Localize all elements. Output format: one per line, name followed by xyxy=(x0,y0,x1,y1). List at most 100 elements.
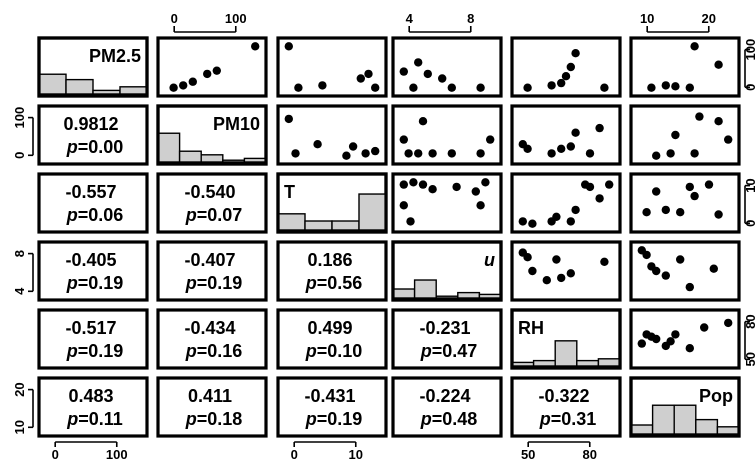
histogram-bar xyxy=(716,426,740,435)
p-value: p=0.07 xyxy=(185,205,243,225)
right-axis-rh: 50 80 xyxy=(743,314,755,366)
tick-label: 20 xyxy=(702,11,716,26)
p-value: p=0.11 xyxy=(66,409,123,429)
histogram-bar xyxy=(65,78,94,95)
scatter-point xyxy=(566,62,575,72)
scatter-point xyxy=(447,83,456,92)
panel-frame xyxy=(37,172,149,234)
panel-frame xyxy=(391,308,503,370)
scatter-point xyxy=(404,149,413,158)
tick-label: 10 xyxy=(349,447,363,459)
scatter-point xyxy=(637,339,646,348)
scatter-point xyxy=(666,337,675,346)
scatter-point xyxy=(294,83,303,92)
tick-label: 80 xyxy=(743,314,755,328)
tick-label: 20 xyxy=(12,382,27,396)
scatter-point xyxy=(414,149,423,158)
tick-label: 100 xyxy=(106,447,128,459)
histogram-bar xyxy=(200,154,224,163)
p-value: p=0.31 xyxy=(539,409,597,429)
histogram-bar xyxy=(222,159,246,163)
scatter-point xyxy=(605,180,614,189)
panel-frame xyxy=(510,240,622,302)
scatter-point xyxy=(471,187,480,196)
histogram-bar xyxy=(358,193,387,231)
panel-frame xyxy=(156,376,268,438)
correlation-value: -0.540 xyxy=(184,182,235,202)
scatter-point xyxy=(566,217,575,226)
histogram-bar xyxy=(92,89,121,95)
variable-label: RH xyxy=(518,318,544,338)
panel-t-pm25: -0.557 p=0.06 xyxy=(37,172,149,234)
bottom-axis-rh: 50 80 xyxy=(521,441,597,459)
scatter-point xyxy=(523,83,532,92)
scatter-point xyxy=(690,191,699,201)
scatter-point xyxy=(642,250,651,260)
correlation-value: 0.411 xyxy=(188,386,232,406)
tick-label: 0 xyxy=(171,11,178,26)
scatter-point xyxy=(652,266,661,276)
panel-u-rh xyxy=(510,240,622,302)
panel-t-pop xyxy=(629,172,741,234)
histogram-bar xyxy=(630,424,654,435)
p-value: p=0.18 xyxy=(185,409,243,429)
tick-label: 10 xyxy=(12,420,27,434)
panel-frame xyxy=(629,308,741,370)
tick-label: 100 xyxy=(225,11,247,26)
scatter-point xyxy=(661,205,670,215)
panel-rh-t: 0.499 p=0.10 xyxy=(276,308,388,370)
tick-label: 4 xyxy=(406,11,414,26)
scatter-point xyxy=(428,185,437,194)
scatter-point xyxy=(724,135,733,144)
panel-frame xyxy=(629,104,741,166)
panel-frame xyxy=(629,36,741,98)
scatter-point xyxy=(518,217,527,226)
scatter-point xyxy=(652,187,661,196)
scatter-point xyxy=(313,140,322,149)
correlation-value: 0.9812 xyxy=(63,114,118,134)
right-axis-t: 0 10 xyxy=(743,178,755,227)
scatter-point xyxy=(409,83,418,92)
scatter-point xyxy=(481,178,490,187)
panel-frame xyxy=(510,172,622,234)
scatter-point xyxy=(423,69,432,79)
scatter-point xyxy=(523,253,532,262)
histogram-bar xyxy=(457,291,481,299)
correlation-value: -0.405 xyxy=(65,250,116,270)
scatter-point xyxy=(188,77,197,86)
panel-frame xyxy=(510,104,622,166)
correlation-value: 0.483 xyxy=(68,386,113,406)
scatter-point xyxy=(476,83,485,92)
scatter-point xyxy=(212,66,221,75)
panel-rh-pop xyxy=(629,308,741,370)
scatter-point xyxy=(552,212,561,221)
scatter-point xyxy=(595,123,604,133)
histogram-bar xyxy=(651,404,675,435)
scatter-point xyxy=(356,74,365,83)
scatter-point xyxy=(561,72,571,81)
panel-pop-pm25: 0.483 p=0.11 xyxy=(37,376,149,438)
p-value: p=0.19 xyxy=(66,341,124,361)
variable-label: Pop xyxy=(699,386,733,406)
scatter-point xyxy=(452,182,461,192)
panel-frame xyxy=(510,376,622,438)
scatter-point xyxy=(547,81,556,90)
panel-frame xyxy=(37,308,149,370)
tick-label: 50 xyxy=(743,352,755,366)
panel-u-t: 0.186 p=0.56 xyxy=(276,240,388,302)
scatter-point xyxy=(414,58,423,67)
scatter-point xyxy=(284,42,293,51)
panel-frame xyxy=(391,376,503,438)
scatter-point xyxy=(361,149,370,158)
panel-rh-u: -0.231 p=0.47 xyxy=(391,308,503,370)
histogram-bar xyxy=(511,361,535,367)
panel-rh-pm25: -0.517 p=0.19 xyxy=(37,308,149,370)
scatter-point xyxy=(399,135,408,144)
scatter-point xyxy=(647,83,656,92)
tick-label: 10 xyxy=(640,11,654,26)
scatter-point xyxy=(685,344,694,353)
scatter-point xyxy=(418,180,428,189)
scatter-point xyxy=(528,219,537,228)
scatter-point xyxy=(552,255,561,264)
panel-pm10-t xyxy=(276,104,388,166)
